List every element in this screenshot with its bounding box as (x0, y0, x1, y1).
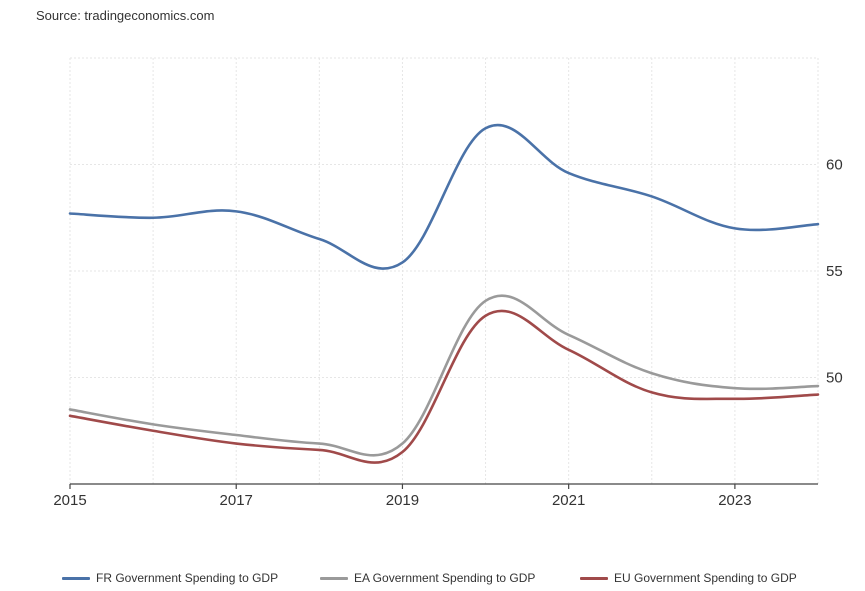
line-chart: 2015 2017 2019 2021 2023 50 55 60 (53, 57, 843, 510)
x-tick-label: 2015 (53, 492, 86, 509)
x-tick-label: 2017 (220, 492, 253, 509)
series-line-3 (68, 309, 820, 464)
legend-item[interactable]: EU Government Spending to GDP (580, 571, 797, 585)
x-tick-label: 2021 (552, 492, 585, 509)
series-lines (68, 124, 820, 464)
legend-label: FR Government Spending to GDP (96, 571, 279, 585)
axes (69, 483, 818, 489)
series-line-2 (68, 294, 820, 457)
y-tick-label: 60 (826, 157, 843, 174)
legend-swatch (320, 576, 348, 580)
tick-labels: 2015 2017 2019 2021 2023 50 55 60 (53, 157, 842, 510)
series-line-1 (68, 124, 820, 270)
legend-label: EA Government Spending to GDP (354, 571, 536, 585)
source-label: Source: tradingeconomics.com (36, 8, 215, 23)
x-tick-label: 2023 (718, 492, 751, 509)
legend-swatch (580, 576, 608, 580)
y-tick-label: 50 (826, 370, 843, 387)
y-tick-label: 55 (826, 263, 843, 280)
legend-item[interactable]: EA Government Spending to GDP (320, 571, 535, 585)
grid (69, 57, 819, 484)
x-tick-label: 2019 (386, 492, 419, 509)
legend-swatch (62, 576, 90, 580)
legend-item[interactable]: FR Government Spending to GDP (62, 571, 278, 585)
legend-label: EU Government Spending to GDP (614, 571, 797, 585)
